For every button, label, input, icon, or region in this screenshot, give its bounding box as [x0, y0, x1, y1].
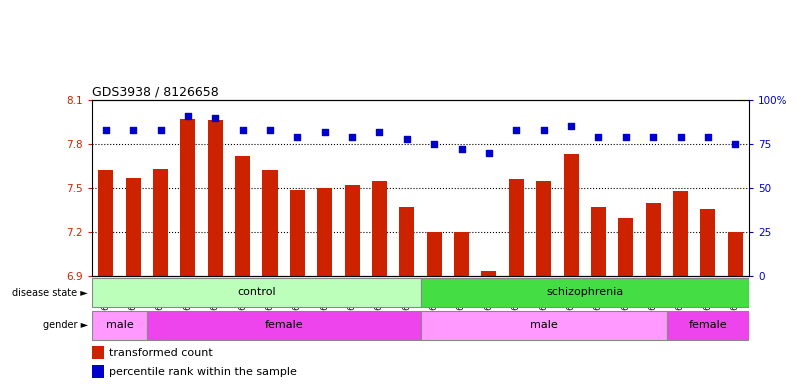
Bar: [180, 119, 195, 276]
Point: [264, 127, 276, 133]
Point: [154, 127, 167, 133]
Bar: [421, 278, 749, 308]
Point: [318, 129, 331, 135]
Point: [482, 150, 495, 156]
Bar: [317, 188, 332, 276]
Point: [510, 127, 523, 133]
Point: [619, 134, 632, 140]
Text: GDS3938 / 8126658: GDS3938 / 8126658: [92, 86, 219, 99]
Point: [674, 134, 687, 140]
Text: disease state ►: disease state ►: [12, 288, 88, 298]
Point: [291, 134, 304, 140]
Bar: [646, 203, 661, 276]
Text: control: control: [237, 287, 276, 297]
Point: [537, 127, 550, 133]
Bar: [618, 218, 634, 276]
Point: [592, 134, 605, 140]
Bar: [263, 170, 277, 276]
Bar: [666, 311, 749, 340]
Bar: [99, 170, 113, 276]
Bar: [153, 169, 168, 276]
Bar: [290, 190, 305, 276]
Text: schizophrenia: schizophrenia: [546, 287, 623, 297]
Bar: [481, 271, 497, 276]
Bar: [126, 178, 141, 276]
Text: female: female: [264, 320, 303, 330]
Text: percentile rank within the sample: percentile rank within the sample: [109, 367, 296, 377]
Point: [455, 146, 468, 152]
Point: [565, 123, 578, 129]
Bar: [536, 181, 551, 276]
Point: [127, 127, 139, 133]
Point: [373, 129, 386, 135]
Point: [99, 127, 112, 133]
Bar: [421, 311, 666, 340]
Bar: [427, 232, 441, 276]
Bar: [92, 365, 104, 378]
Bar: [400, 207, 414, 276]
Bar: [509, 179, 524, 276]
Bar: [235, 156, 250, 276]
Text: gender ►: gender ►: [43, 320, 88, 331]
Text: male: male: [106, 320, 133, 330]
Point: [182, 113, 195, 119]
Bar: [673, 191, 688, 276]
Text: female: female: [689, 320, 727, 330]
Bar: [344, 185, 360, 276]
Bar: [92, 346, 104, 359]
Text: transformed count: transformed count: [109, 348, 212, 358]
Bar: [700, 209, 715, 276]
Bar: [728, 232, 743, 276]
Point: [346, 134, 359, 140]
Point: [702, 134, 714, 140]
Text: male: male: [529, 320, 557, 330]
Bar: [564, 154, 578, 276]
Bar: [92, 311, 147, 340]
Point: [400, 136, 413, 142]
Bar: [207, 121, 223, 276]
Bar: [92, 278, 421, 308]
Point: [729, 141, 742, 147]
Bar: [454, 232, 469, 276]
Point: [209, 114, 222, 121]
Point: [428, 141, 441, 147]
Point: [236, 127, 249, 133]
Bar: [591, 207, 606, 276]
Bar: [372, 181, 387, 276]
Point: [646, 134, 659, 140]
Bar: [147, 311, 421, 340]
